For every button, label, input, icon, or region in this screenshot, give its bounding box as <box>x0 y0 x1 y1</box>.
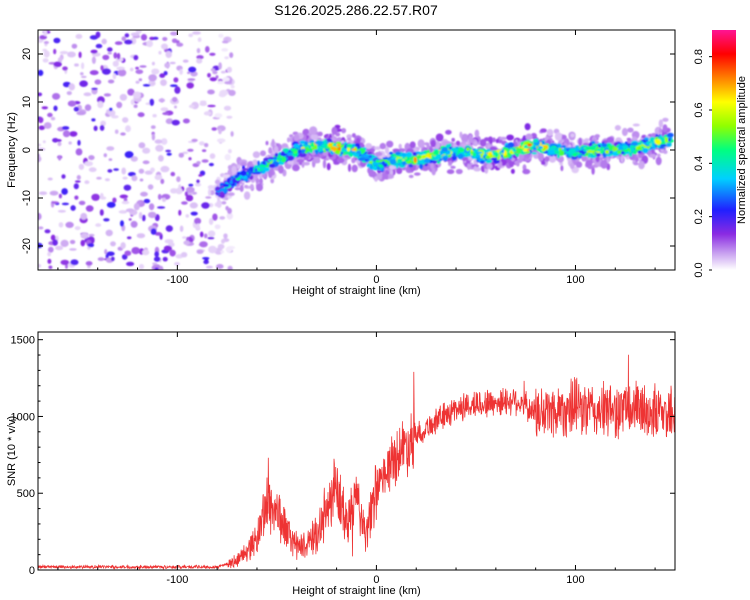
snr-x-tick-label: 100 <box>566 574 584 586</box>
spectrogram-y-tick-label: 20 <box>21 48 33 60</box>
colorbar-tick-label: 0.6 <box>693 102 705 117</box>
spectrogram-image <box>38 30 674 270</box>
spectrogram-x-tick-label: 0 <box>373 274 379 286</box>
colorbar-tick-label: 0.8 <box>693 49 705 64</box>
spectrogram-x-axis-label: Height of straight line (km) <box>292 285 420 297</box>
spectrogram-x-tick-label: -100 <box>166 274 188 286</box>
snr-y-tick-label: 1000 <box>11 411 35 423</box>
snr-y-tick-label: 500 <box>17 488 35 500</box>
colorbar: 0.0 0.2 0.4 0.6 0.8 Normalized spectral ampli… <box>693 30 748 278</box>
snr-x-axis-label: Height of straight line (km) <box>292 585 420 597</box>
snr-y-tick-label: 1500 <box>11 335 35 347</box>
colorbar-gradient <box>712 30 736 270</box>
snr-x-tick-label: -100 <box>166 574 188 586</box>
snr-y-axis-label: SNR (10 * v/v) <box>6 416 18 486</box>
spectrogram-y-tick-label: 0 <box>21 147 33 153</box>
spectrogram-y-tick-label: -10 <box>21 190 33 206</box>
chart-title: S126.2025.286.22.57.R07 <box>274 2 438 18</box>
snr-line <box>38 354 675 570</box>
colorbar-tick-label: 0.4 <box>693 156 705 171</box>
spectrogram-y-axis-label: Frequency (Hz) <box>6 112 18 188</box>
snr-frame <box>37 331 676 571</box>
snr-y-tick-label: 0 <box>29 565 35 577</box>
colorbar-tick-label: 0.0 <box>693 262 705 277</box>
spectrogram-y-tick-label: -20 <box>21 238 33 254</box>
spectrogram-x-tick-label: 100 <box>566 274 584 286</box>
colorbar-tick-label: 0.2 <box>693 209 705 224</box>
snr-x-tick-label: 0 <box>373 574 379 586</box>
snr-background <box>38 332 675 570</box>
spectrogram-y-tick-label: 10 <box>21 96 33 108</box>
colorbar-label: Normalized spectral amplitude <box>736 76 748 224</box>
